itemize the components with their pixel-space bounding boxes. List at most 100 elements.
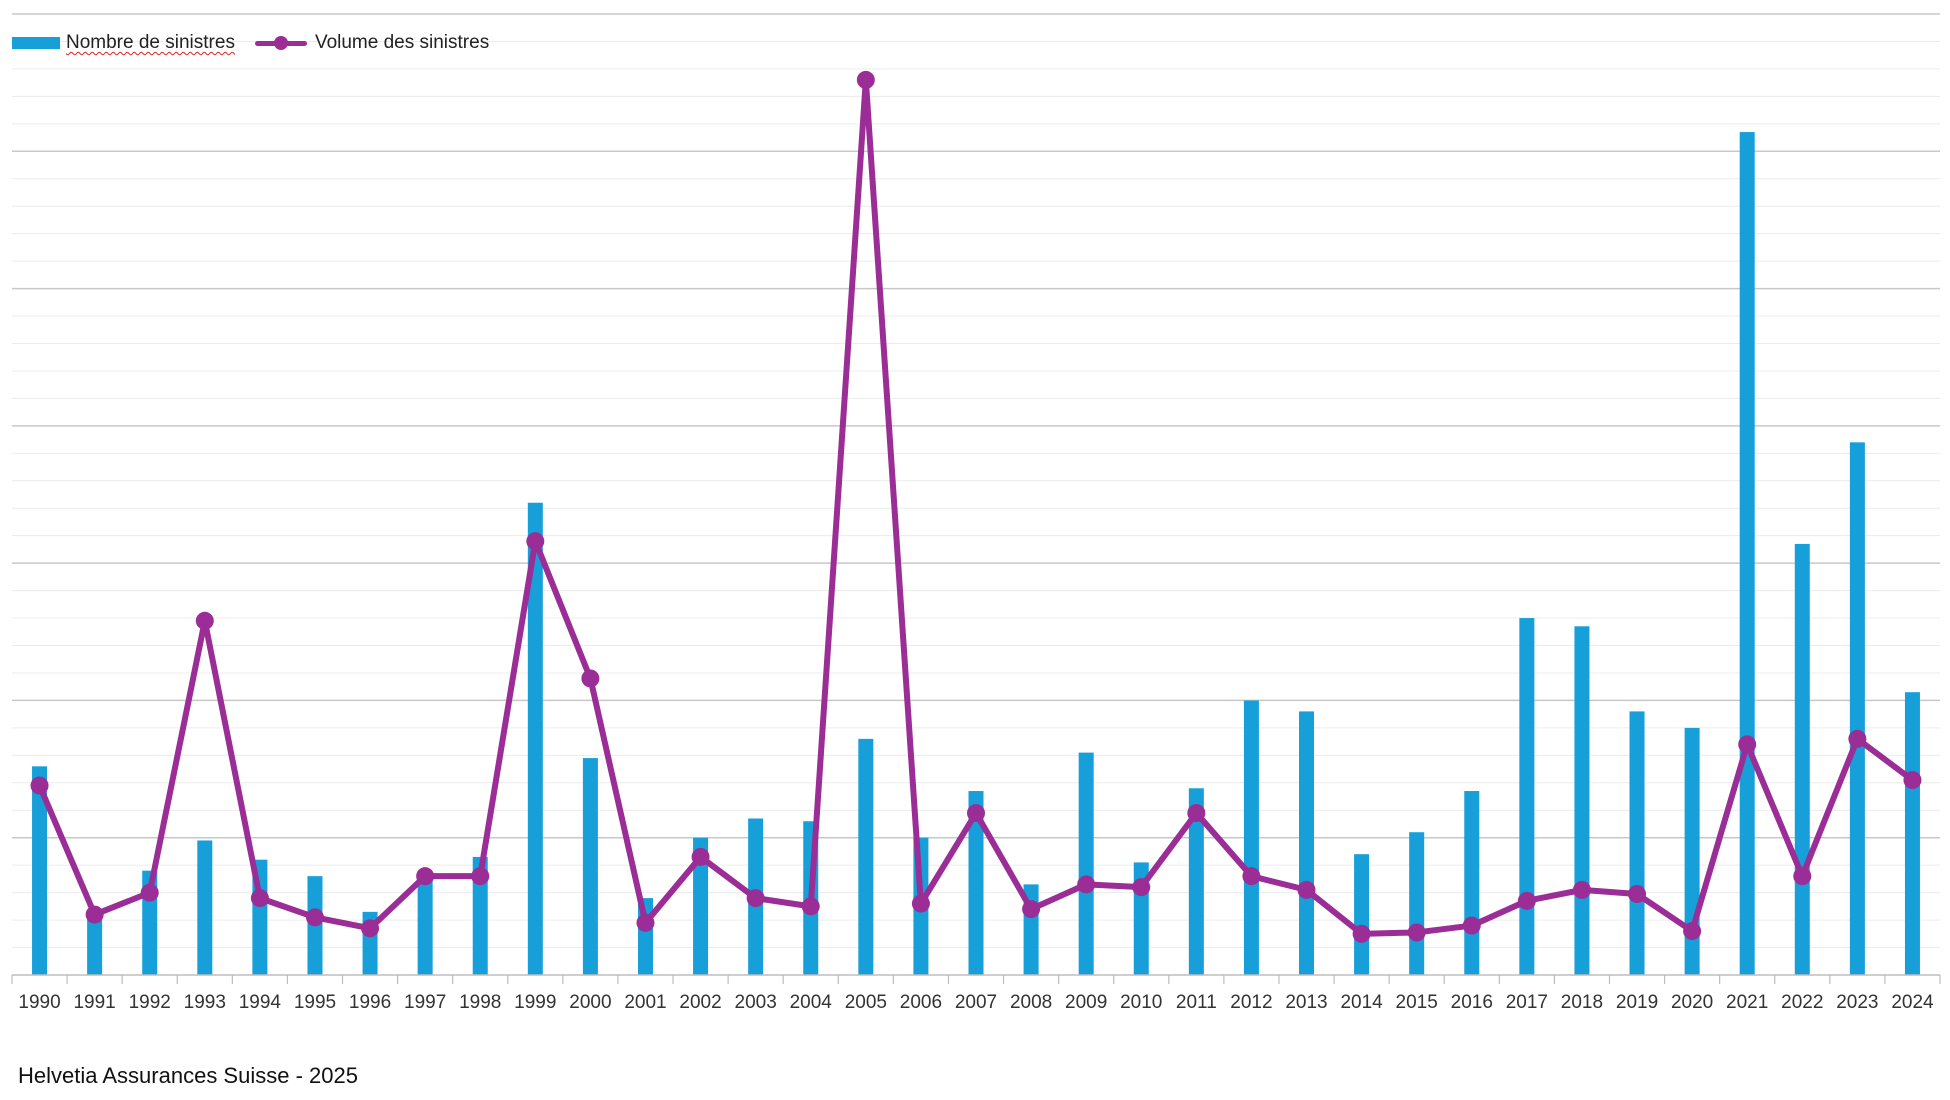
- line-point-2004: [801, 897, 820, 916]
- x-tick-label: 2000: [569, 992, 611, 1013]
- line-point-1999: [526, 532, 545, 551]
- x-tick-label: 2015: [1396, 992, 1438, 1013]
- line-point-2007: [967, 804, 985, 823]
- line-point-1998: [471, 867, 490, 886]
- x-tick-label: 2017: [1506, 992, 1548, 1013]
- line-point-2008: [1022, 900, 1041, 919]
- line-point-1994: [250, 889, 269, 908]
- legend-item-bars: Nombre de sinistres: [12, 32, 235, 54]
- x-tick-label: 2002: [679, 992, 721, 1013]
- bar-2013: [1299, 711, 1315, 975]
- x-tick-label: 1997: [404, 992, 446, 1013]
- footer-source: Helvetia Assurances Suisse - 2025: [18, 1063, 358, 1088]
- bar-2024: [1904, 692, 1920, 975]
- x-tick-label: 2021: [1726, 992, 1768, 1013]
- x-tick-label: 2009: [1065, 992, 1107, 1013]
- line-point-1991: [85, 905, 104, 924]
- bar-1993: [197, 840, 213, 975]
- line-point-2019: [1628, 885, 1647, 904]
- line-point-2003: [746, 889, 765, 908]
- x-tick-label: 1996: [349, 992, 391, 1013]
- x-tick-label: 2013: [1285, 992, 1327, 1013]
- line-point-2018: [1572, 880, 1591, 899]
- line-point-2024: [1903, 771, 1922, 790]
- line-point-2012: [1242, 867, 1261, 886]
- line-point-2002: [691, 847, 710, 866]
- x-tick-label: 2016: [1451, 992, 1493, 1013]
- line-point-1995: [305, 908, 324, 927]
- bar-2007: [968, 791, 984, 975]
- x-tick-label: 2008: [1010, 992, 1052, 1013]
- line-point-2010: [1132, 878, 1151, 897]
- line-point-2021: [1738, 735, 1757, 754]
- x-tick-label: 2011: [1176, 992, 1217, 1013]
- x-tick-label: 2012: [1230, 992, 1272, 1013]
- line-point-1997: [416, 867, 435, 886]
- x-tick-label: 1991: [73, 992, 115, 1013]
- bar-1991: [87, 917, 103, 975]
- line-point-2011: [1187, 804, 1206, 823]
- line-point-2014: [1352, 924, 1371, 943]
- bar-series: [32, 132, 1920, 975]
- x-tick-label: 1993: [184, 992, 226, 1013]
- legend-item-line: Volume des sinistres: [254, 32, 490, 54]
- line-point-2020: [1683, 922, 1702, 941]
- legend-label-bars: Nombre de sinistres: [66, 32, 235, 53]
- bar-2009: [1078, 752, 1094, 975]
- bar-2002: [693, 837, 709, 975]
- line-point-1990: [30, 776, 49, 795]
- line-point-1993: [195, 611, 214, 630]
- line-point-2016: [1462, 916, 1481, 935]
- bar-2012: [1243, 700, 1259, 975]
- line-point-2001: [636, 913, 655, 932]
- bar-2017: [1519, 618, 1535, 975]
- bar-2000: [582, 758, 598, 975]
- line-point-1996: [361, 919, 380, 938]
- x-tick-label: 2010: [1120, 992, 1162, 1013]
- bar-2016: [1464, 791, 1480, 975]
- bar-1998: [472, 856, 488, 975]
- bar-2018: [1574, 626, 1590, 975]
- x-tick-label: 2005: [845, 992, 887, 1013]
- line-point-2005: [856, 70, 875, 89]
- line-point-2023: [1848, 729, 1867, 748]
- line-point-2000: [581, 669, 600, 688]
- x-tick-label: 2007: [955, 992, 997, 1013]
- x-tick-label: 1994: [239, 992, 282, 1013]
- line-point-2017: [1517, 891, 1536, 910]
- line-point-2022: [1793, 867, 1812, 886]
- line-point-2009: [1077, 875, 1096, 894]
- x-axis: 1990 1991 1992 1993 1994 1995 1996 1997 1998 1999…: [11, 974, 1941, 1013]
- x-tick-label: 1998: [459, 992, 501, 1013]
- bar-1990: [32, 766, 48, 975]
- line-series: [30, 70, 1922, 943]
- x-tick-label: 2001: [624, 992, 666, 1013]
- x-tick-label: 1995: [294, 992, 336, 1013]
- x-tick-label: 2019: [1616, 992, 1658, 1013]
- x-tick-label: 2006: [900, 992, 942, 1013]
- line-point-1992: [140, 883, 159, 902]
- bar-1999: [527, 502, 543, 975]
- line-point-2006: [911, 894, 930, 913]
- x-tick-label: 2004: [790, 992, 833, 1013]
- x-tick-label: 2018: [1561, 992, 1603, 1013]
- line-point-2015: [1407, 923, 1426, 942]
- bar-2023: [1849, 442, 1865, 975]
- bar-2021: [1739, 132, 1755, 975]
- x-tick-label: 1990: [18, 992, 60, 1013]
- legend-swatch-line: [254, 36, 307, 50]
- bar-2015: [1409, 832, 1425, 975]
- gridlines: [12, 13, 1940, 949]
- x-tick-label: 2023: [1836, 992, 1878, 1013]
- legend-label-line: Volume des sinistres: [314, 32, 490, 53]
- x-tick-label: 1999: [514, 992, 556, 1013]
- bar-2022: [1794, 543, 1810, 975]
- bar-2019: [1629, 711, 1645, 975]
- x-tick-label: 2020: [1671, 992, 1713, 1013]
- bar-1997: [417, 878, 433, 975]
- x-tick-label: 2024: [1891, 992, 1934, 1013]
- x-tick-label: 2022: [1781, 992, 1823, 1013]
- line-point-2013: [1297, 880, 1316, 899]
- x-tick-label: 2003: [735, 992, 777, 1013]
